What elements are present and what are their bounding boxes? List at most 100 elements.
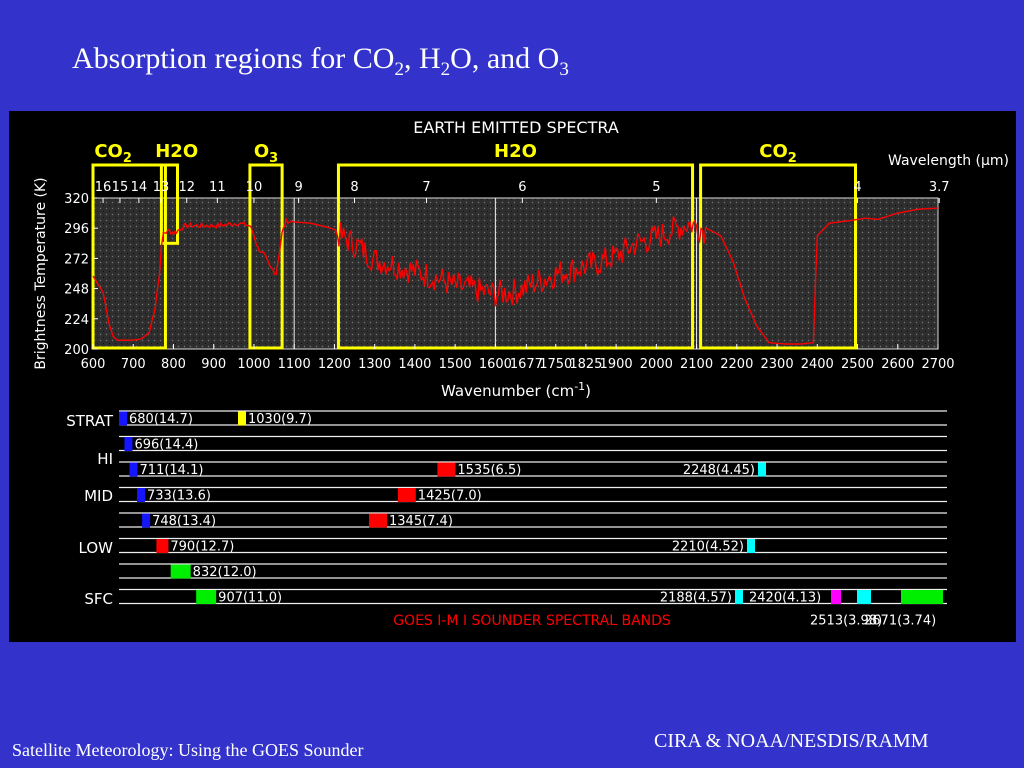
y-tick-label: 224 xyxy=(64,313,89,328)
band-label: 907(11.0) xyxy=(218,591,282,606)
x-tick-label: 2300 xyxy=(761,357,794,372)
absorption-gas-label: H2O xyxy=(155,141,198,162)
top-tick-label: 7 xyxy=(422,180,430,195)
band-label: 696(14.4) xyxy=(134,438,198,453)
absorption-gas-label: O3 xyxy=(254,141,278,166)
top-tick-label: 10 xyxy=(246,180,263,195)
band-label: 2671(3.74) xyxy=(864,614,936,629)
absorption-region-box xyxy=(699,163,858,350)
x-tick-label: 1900 xyxy=(600,357,633,372)
x-tick-label: 1600 xyxy=(479,357,512,372)
top-tick-label: 4 xyxy=(853,180,861,195)
top-tick-label: 11 xyxy=(209,180,226,195)
band-label: 1030(9.7) xyxy=(248,412,312,427)
band-marker xyxy=(735,590,743,604)
band-marker xyxy=(170,564,191,579)
title-part: Absorption regions for CO xyxy=(72,42,395,75)
band-marker xyxy=(196,590,217,604)
plot-area xyxy=(92,197,939,350)
x-tick-label: 1100 xyxy=(278,357,311,372)
top-tick-label: 15 xyxy=(112,180,129,195)
band-label: 790(12.7) xyxy=(170,540,234,555)
y-tick-label: 200 xyxy=(64,343,89,358)
x-tick-label: 600 xyxy=(81,357,106,372)
top-axis-label: Wavelength (μm) xyxy=(888,153,1009,169)
absorption-region-box xyxy=(91,163,167,350)
x-tick-label: 800 xyxy=(161,357,186,372)
title-subscript: 2 xyxy=(394,59,404,80)
band-marker xyxy=(857,590,871,604)
x-tick-label: 1750 xyxy=(539,357,572,372)
x-tick-label: 1200 xyxy=(318,357,351,372)
bands-title: GOES I-M I SOUNDER SPECTRAL BANDS xyxy=(393,613,671,629)
spectrum-chart: EARTH EMITTED SPECTRA CO2 H2O O3 H2O CO2 200 22… xyxy=(33,118,1009,629)
band-marker xyxy=(747,539,755,553)
top-tick-label: 12 xyxy=(178,180,195,195)
band-label: 1535(6.5) xyxy=(457,463,521,478)
x-tick-label: 1825 xyxy=(569,357,602,372)
top-tick-label: 13 xyxy=(153,180,170,195)
band-label: 832(12.0) xyxy=(193,565,257,580)
band-row-label: HI xyxy=(97,450,113,468)
title-part: O, and O xyxy=(450,42,560,75)
slide-title: Absorption regions for CO2, H2O, and O3 xyxy=(72,42,569,81)
band-marker xyxy=(156,539,169,553)
band-marker xyxy=(831,590,841,604)
band-label: 711(14.1) xyxy=(140,463,204,478)
title-subscript: 2 xyxy=(440,59,451,80)
x-axis-label: Wavenumber (cm-1) xyxy=(441,380,591,400)
top-tick-label: 5 xyxy=(652,180,660,195)
band-marker xyxy=(369,513,387,528)
band-label: 2513(3.98) xyxy=(810,614,882,629)
chart-title: EARTH EMITTED SPECTRA xyxy=(413,118,619,137)
band-marker xyxy=(758,462,766,477)
x-tick-label: 2500 xyxy=(841,357,874,372)
x-tick-label: 1400 xyxy=(398,357,431,372)
spectrum-figure: EARTH EMITTED SPECTRA CO2 H2O O3 H2O CO2 200 22… xyxy=(9,111,1016,642)
x-tick-label: 2400 xyxy=(801,357,834,372)
band-label: 733(13.6) xyxy=(147,489,211,504)
absorption-gas-label: CO2 xyxy=(94,141,132,166)
x-tick-label: 900 xyxy=(201,357,226,372)
band-label: 2188(4.57) xyxy=(660,591,732,606)
x-tick-label: 1677 xyxy=(510,357,543,372)
x-tick-label: 700 xyxy=(121,357,146,372)
y-tick-label: 272 xyxy=(64,252,89,267)
spectrum-line xyxy=(92,207,939,345)
absorption-region-box xyxy=(159,163,179,245)
band-label: 2420(4.13) xyxy=(749,591,821,606)
x-tick-label: 2100 xyxy=(680,357,713,372)
band-label: 748(13.4) xyxy=(152,514,216,529)
x-tick-label: 2700 xyxy=(921,357,954,372)
band-row-label: SFC xyxy=(84,590,113,608)
band-row-label: STRAT xyxy=(66,412,114,430)
y-tick-label: 320 xyxy=(64,192,89,207)
top-tick-label: 14 xyxy=(131,180,148,195)
absorption-gas-label: H2O xyxy=(494,141,537,162)
top-tick-label: 16 xyxy=(95,180,112,195)
band-row-label: LOW xyxy=(79,539,114,557)
band-marker xyxy=(901,590,943,604)
x-tick-label: 2600 xyxy=(881,357,914,372)
x-tick-label: 1500 xyxy=(439,357,472,372)
band-label: 2248(4.45) xyxy=(683,463,755,478)
y-axis-label: Brightness Temperature (K) xyxy=(33,177,49,369)
top-tick-label: 9 xyxy=(294,180,302,195)
band-marker xyxy=(142,513,151,528)
y-tick-label: 248 xyxy=(64,283,89,298)
band-marker xyxy=(137,488,146,502)
y-tick-label: 296 xyxy=(64,222,89,237)
footer-course-title: Satellite Meteorology: Using the GOES So… xyxy=(12,740,364,760)
band-row-label: MID xyxy=(84,487,113,505)
band-marker xyxy=(437,462,456,477)
top-tick-label: 6 xyxy=(518,180,526,195)
band-marker xyxy=(397,488,416,502)
absorption-region-box xyxy=(336,163,695,350)
band-label: 1425(7.0) xyxy=(418,489,482,504)
title-subscript: 3 xyxy=(559,59,569,80)
absorption-gas-label: CO2 xyxy=(759,141,797,166)
footer-credit: CIRA & NOAA/NESDIS/RAMM xyxy=(654,730,929,752)
top-tick-label: 8 xyxy=(350,180,358,195)
x-tick-label: 1000 xyxy=(237,357,270,372)
band-marker xyxy=(129,462,138,477)
